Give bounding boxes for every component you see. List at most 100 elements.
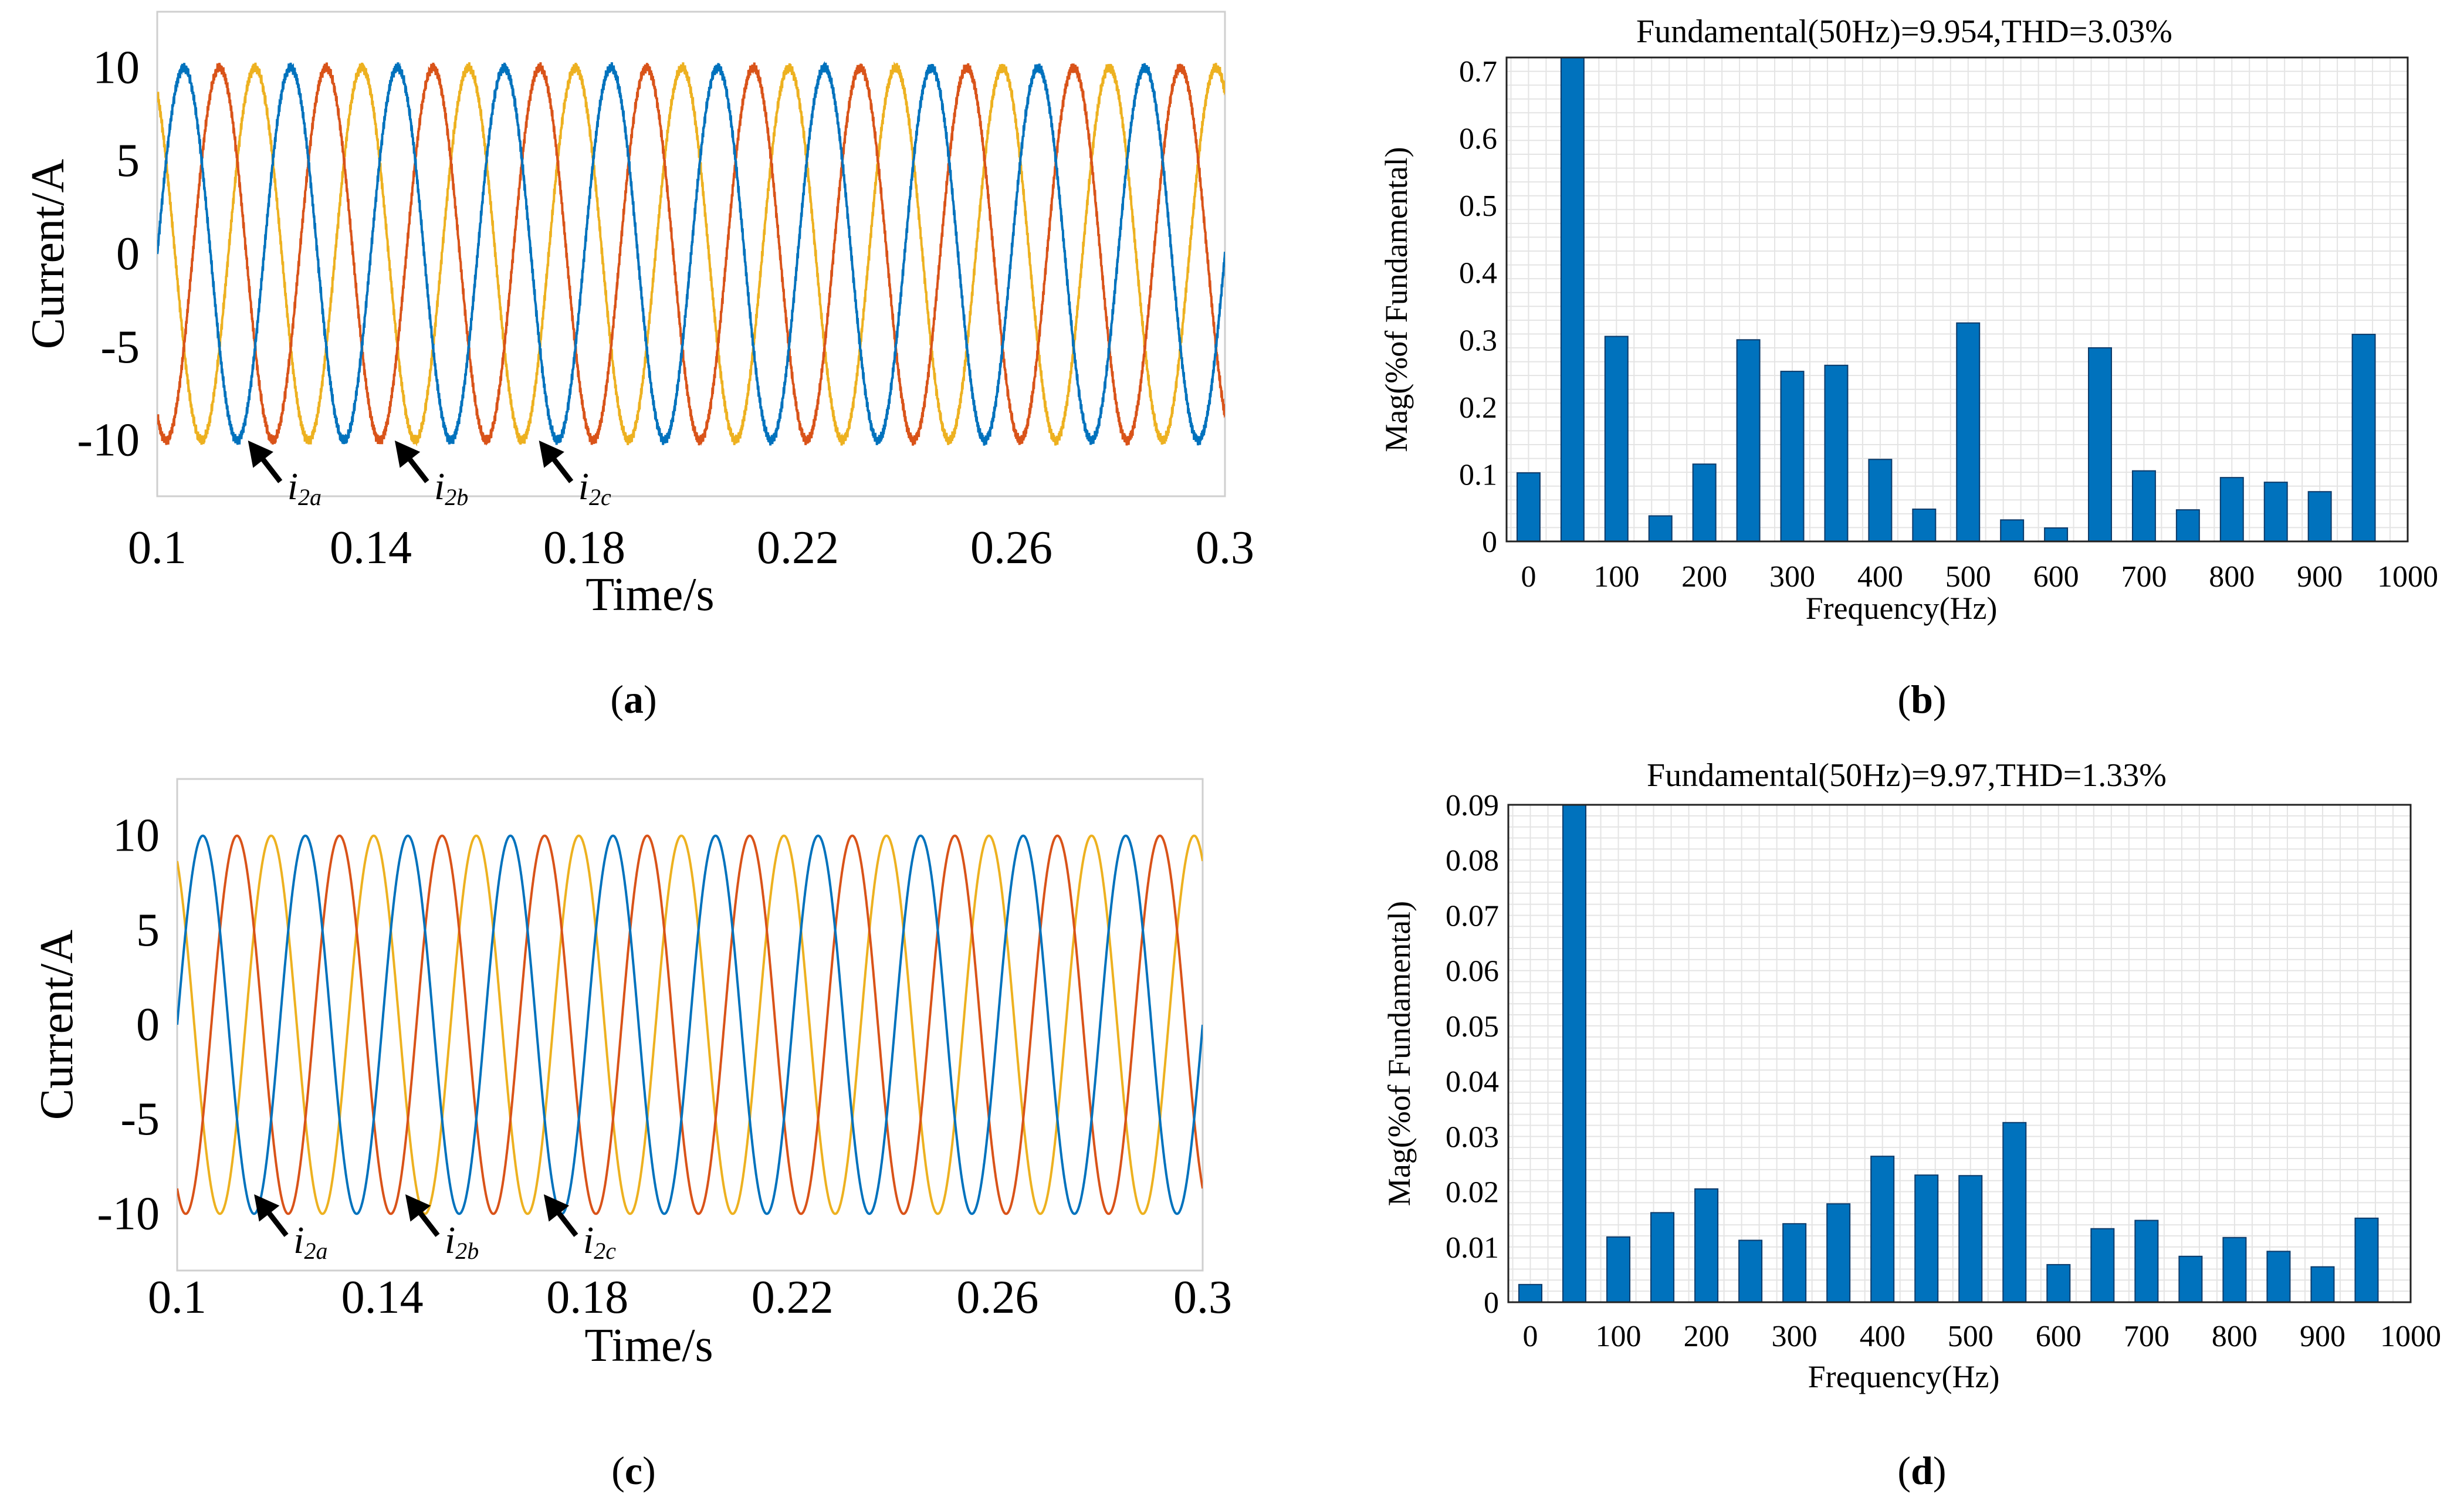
series-group-a xyxy=(157,60,1225,447)
x-tick-label-c: 0.26 xyxy=(956,1272,1038,1323)
x-tick-label-a: 0.22 xyxy=(757,522,839,574)
x-tick-label-b: 0 xyxy=(1521,560,1536,594)
y-tick-label-c: -10 xyxy=(97,1188,160,1239)
bar-900hz-d xyxy=(2310,1266,2335,1303)
x-tick-label-c: 0.18 xyxy=(546,1272,628,1323)
series-annotation-sub-i2a-a: 2a xyxy=(298,484,321,510)
series-annotation-sub-i2b-a: 2b xyxy=(445,484,468,510)
bar-50hz-d xyxy=(1562,804,1587,1303)
y-tick-label-c: 10 xyxy=(113,810,160,862)
bar-150hz-d xyxy=(1650,1212,1675,1303)
y-tick-label-d: 0.09 xyxy=(1446,789,1499,822)
bar-250hz-d xyxy=(1738,1239,1763,1303)
y-tick-label-b: 0.1 xyxy=(1459,458,1497,492)
bar-300hz-d xyxy=(1782,1223,1807,1303)
y-tick-label-b: 0.2 xyxy=(1459,391,1497,425)
y-tick-label-d: 0.01 xyxy=(1446,1231,1499,1265)
x-tick-label-b: 1000 xyxy=(2377,560,2438,594)
bar-650hz-b xyxy=(2088,347,2112,542)
x-tick-label-a: 0.14 xyxy=(330,522,412,574)
chart-title-d: Fundamental(50Hz)=9.97,THD=1.33% xyxy=(1647,757,2167,794)
bar-100hz-b xyxy=(1604,336,1629,542)
x-tick-label-d: 700 xyxy=(2124,1320,2169,1353)
bar-200hz-b xyxy=(1692,463,1717,543)
caption-close-b: ) xyxy=(1933,677,1947,721)
bar-0hz-b xyxy=(1516,472,1541,542)
bar-950hz-b xyxy=(2351,334,2376,542)
x-tick-label-b: 300 xyxy=(1769,560,1815,594)
y-tick-label-d: 0.05 xyxy=(1446,1010,1499,1044)
subfigure-caption-b: (b) xyxy=(1897,677,1946,721)
caption-open-d: ( xyxy=(1897,1448,1911,1493)
x-axis-label-d: Frequency(Hz) xyxy=(1808,1359,2000,1394)
y-tick-label-d: 0.04 xyxy=(1446,1065,1499,1099)
arrow-head-a xyxy=(248,441,273,468)
bar-500hz-d xyxy=(1958,1175,1983,1303)
series-line-i2b-c xyxy=(177,834,1203,1215)
y-tick-label-d: 0.02 xyxy=(1446,1176,1499,1210)
y-tick-label-b: 0.5 xyxy=(1459,189,1497,223)
y-tick-label-b: 0.6 xyxy=(1459,123,1497,156)
x-tick-label-a: 0.18 xyxy=(543,522,625,574)
plot-frame-b xyxy=(1505,56,2409,543)
x-tick-label-d: 900 xyxy=(2300,1320,2345,1353)
bar-850hz-d xyxy=(2266,1251,2291,1303)
subfigure-caption-d: (d) xyxy=(1897,1448,1946,1493)
bar-950hz-d xyxy=(2354,1217,2379,1303)
caption-close-a: ) xyxy=(644,677,657,721)
plot-frame-d xyxy=(1507,804,2412,1303)
series-annotation-sub-i2b-c: 2b xyxy=(455,1238,479,1264)
bar-450hz-d xyxy=(1914,1174,1939,1303)
series-line-i2b-a xyxy=(157,62,1225,446)
bar-350hz-b xyxy=(1824,364,1849,543)
bar-750hz-b xyxy=(2175,509,2200,542)
arrow-head-c xyxy=(254,1194,280,1222)
bar-50hz-b xyxy=(1560,57,1585,542)
bar-400hz-d xyxy=(1870,1156,1895,1303)
bar-250hz-b xyxy=(1736,339,1761,542)
series-line-i2a-c xyxy=(177,834,1203,1215)
series-line-i2a-a xyxy=(157,60,1225,446)
y-tick-label-d: 0.08 xyxy=(1446,844,1499,878)
x-tick-label-c: 0.14 xyxy=(341,1272,424,1323)
x-tick-label-a: 0.3 xyxy=(1196,522,1254,574)
arrow-head-a xyxy=(539,441,564,468)
y-tick-label-b: 0 xyxy=(1482,526,1497,559)
x-tick-label-c: 0.3 xyxy=(1173,1272,1232,1323)
bar-150hz-b xyxy=(1648,515,1673,542)
bar-800hz-d xyxy=(2222,1237,2247,1303)
series-annotation-i2a-a: i2a xyxy=(287,465,321,510)
y-tick-label-d: 0 xyxy=(1484,1286,1499,1320)
caption-letter-d: d xyxy=(1911,1448,1933,1493)
x-tick-label-d: 300 xyxy=(1772,1320,1817,1353)
bar-600hz-b xyxy=(2044,527,2069,542)
bar-550hz-b xyxy=(2000,519,2025,542)
caption-close-d: ) xyxy=(1933,1448,1947,1493)
x-tick-label-b: 400 xyxy=(1857,560,1903,594)
x-axis-label-b: Frequency(Hz) xyxy=(1806,591,1998,626)
series-annotation-sub-i2c-c: 2c xyxy=(594,1238,616,1264)
caption-open-c: ( xyxy=(611,1448,625,1493)
y-axis-label-c: Current/A xyxy=(31,930,83,1120)
arrow-head-a xyxy=(394,441,421,468)
bar-450hz-b xyxy=(1912,509,1937,542)
arrow-head-c xyxy=(405,1194,431,1222)
y-tick-label-c: 0 xyxy=(136,999,160,1051)
y-axis-label-b: Mag(%of Fundamental) xyxy=(1379,147,1414,452)
bar-0hz-d xyxy=(1518,1283,1543,1303)
bar-650hz-d xyxy=(2090,1228,2115,1303)
x-tick-label-d: 200 xyxy=(1684,1320,1729,1353)
y-tick-label-d: 0.03 xyxy=(1446,1120,1499,1154)
caption-open-a: ( xyxy=(610,677,624,721)
bar-100hz-d xyxy=(1606,1236,1631,1303)
y-tick-label-a: 0 xyxy=(116,228,140,280)
x-tick-label-d: 500 xyxy=(1948,1320,1993,1353)
bar-700hz-d xyxy=(2134,1220,2159,1303)
y-tick-label-d: 0.07 xyxy=(1446,899,1499,933)
x-tick-label-b: 900 xyxy=(2297,560,2343,594)
x-axis-label-a: Time/s xyxy=(585,569,714,621)
y-tick-label-b: 0.4 xyxy=(1459,257,1497,290)
x-tick-label-d: 1000 xyxy=(2380,1320,2441,1353)
caption-letter-c: c xyxy=(625,1448,642,1493)
